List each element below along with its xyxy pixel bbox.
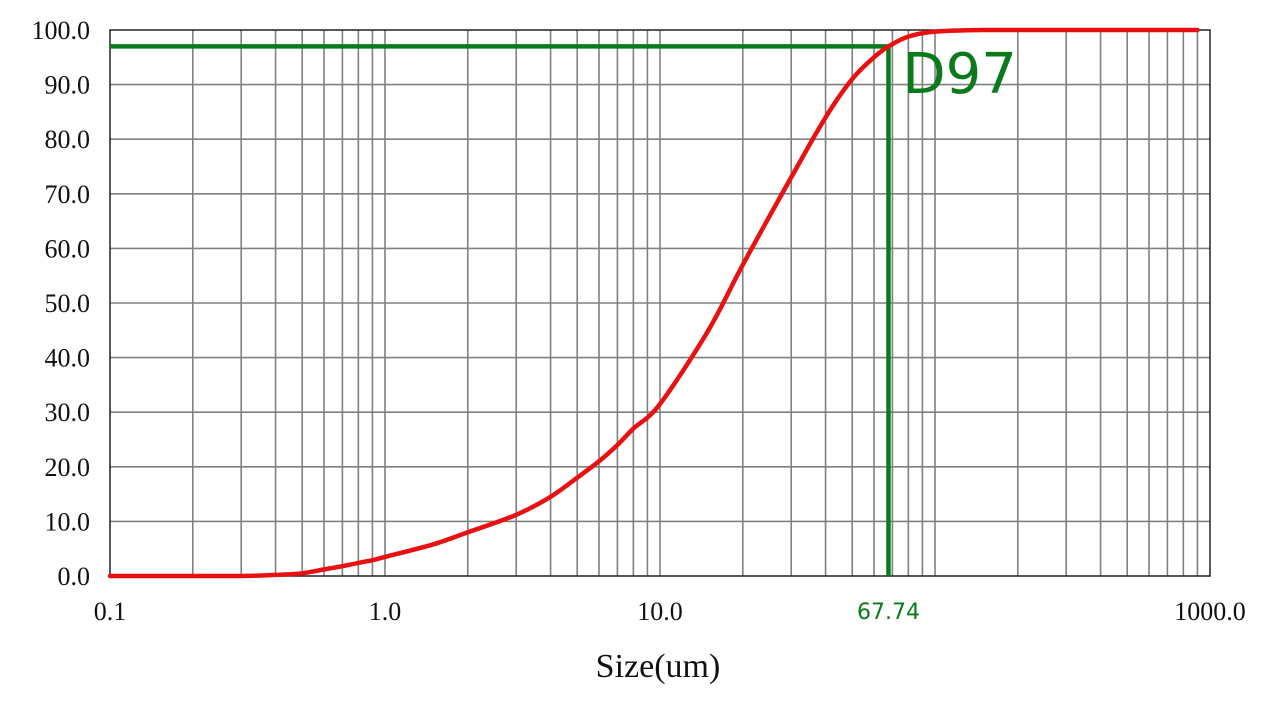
y-tick-label: 40.0 [45, 344, 91, 373]
y-tick-label: 70.0 [45, 180, 91, 209]
x-tick-label: 0.1 [94, 597, 127, 626]
y-tick-label: 30.0 [45, 398, 91, 427]
d97-label: D97 [902, 42, 1016, 107]
y-tick-label: 10.0 [45, 507, 91, 536]
y-tick-label: 60.0 [45, 234, 91, 263]
horizontal-gridlines [110, 83, 1210, 523]
y-tick-label: 20.0 [45, 453, 91, 482]
x-axis-ticks: 0.1 1.0 10.0 1000.0 [94, 597, 1246, 626]
x-tick-label: 10.0 [637, 597, 683, 626]
y-tick-label: 0.0 [58, 562, 91, 591]
x-axis-label: Size(um) [596, 648, 721, 685]
x-tick-label: 1000.0 [1174, 597, 1246, 626]
cumulative-curve [107, 27, 1200, 579]
y-tick-label: 90.0 [45, 71, 91, 100]
d97-size-value: 67.74 [857, 600, 920, 625]
y-tick-label: 50.0 [45, 289, 91, 318]
d97-marker-lines [110, 44, 891, 576]
x-tick-label: 1.0 [369, 597, 402, 626]
y-axis-ticks: 0.0 10.0 20.0 30.0 40.0 50.0 60.0 70.0 80.0 90.0 1… [32, 16, 91, 591]
y-tick-label: 80.0 [45, 125, 91, 154]
y-tick-label: 100.0 [32, 16, 91, 45]
plot-frame [109, 29, 1211, 577]
